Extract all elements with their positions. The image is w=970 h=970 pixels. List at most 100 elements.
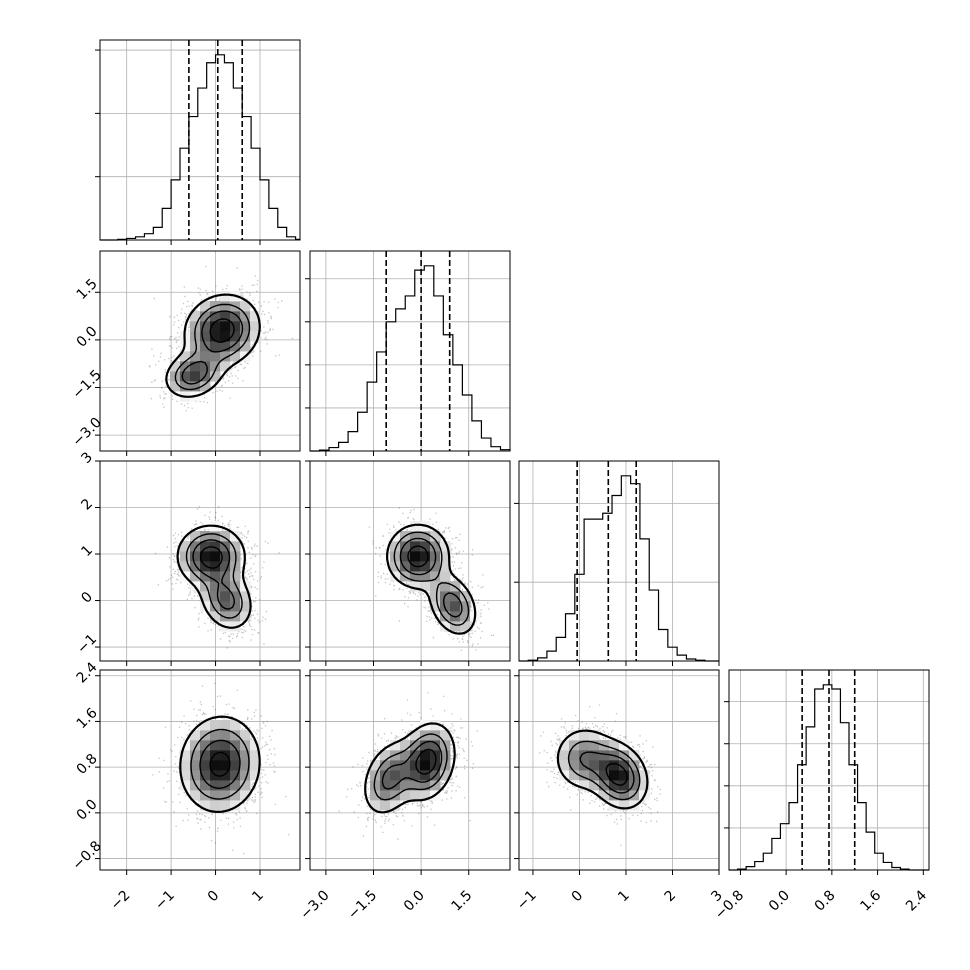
y-tick-label: −1 bbox=[74, 631, 100, 657]
density-cell bbox=[220, 750, 231, 761]
histogram-panel-3 bbox=[514, 461, 720, 666]
density-cell bbox=[200, 800, 211, 811]
density-cell bbox=[599, 770, 610, 781]
density-cell bbox=[430, 720, 441, 731]
density-cell bbox=[190, 730, 201, 741]
density-cell bbox=[180, 561, 191, 572]
density-cell bbox=[450, 601, 461, 612]
density-cell bbox=[579, 770, 590, 781]
density-cell bbox=[190, 341, 201, 352]
y-tick-label: 0.0 bbox=[74, 796, 101, 823]
density-cell bbox=[180, 381, 191, 392]
density-cell bbox=[390, 800, 401, 811]
density-cell bbox=[420, 740, 431, 751]
density-cell bbox=[230, 740, 241, 751]
density-cell bbox=[200, 581, 211, 592]
density-cell bbox=[230, 790, 241, 801]
density-cell bbox=[440, 551, 451, 562]
density-cell bbox=[230, 581, 241, 592]
density-cell bbox=[220, 790, 231, 801]
density-cell bbox=[210, 581, 221, 592]
density-cell bbox=[220, 760, 231, 771]
density-cell bbox=[250, 770, 261, 781]
density-cell bbox=[440, 621, 451, 632]
density-cell bbox=[230, 770, 241, 781]
density-cell bbox=[240, 780, 251, 791]
density-cell bbox=[200, 541, 211, 552]
density-cell bbox=[210, 371, 221, 382]
density-cell bbox=[200, 381, 211, 392]
density-cell bbox=[420, 531, 431, 542]
density-cell bbox=[200, 780, 211, 791]
density-cell bbox=[230, 591, 241, 602]
density-cell bbox=[589, 780, 600, 791]
x-tick-label: −3.0 bbox=[297, 888, 332, 923]
density-cell bbox=[609, 740, 620, 751]
scatter-panel-5 bbox=[305, 670, 510, 875]
x-tick-label: 1 bbox=[249, 888, 267, 906]
density-cell bbox=[410, 581, 421, 592]
density-cell bbox=[240, 331, 251, 342]
contour-line bbox=[567, 740, 641, 801]
density-cell bbox=[400, 760, 411, 771]
density-cell bbox=[180, 551, 191, 562]
density-cell bbox=[240, 730, 251, 741]
density-cell bbox=[190, 571, 201, 582]
density-cell bbox=[220, 531, 231, 542]
density-cell bbox=[599, 780, 610, 791]
density-cell bbox=[190, 790, 201, 801]
density-cell bbox=[190, 551, 201, 562]
density-cell bbox=[230, 331, 241, 342]
y-tick-label: 0.0 bbox=[74, 324, 101, 351]
contour-line bbox=[199, 546, 223, 569]
density-cell bbox=[190, 561, 201, 572]
density-cell bbox=[589, 730, 600, 741]
density-cell bbox=[220, 770, 231, 781]
x-tick-label: 2.4 bbox=[903, 887, 930, 914]
scatter-panel-2: −1 0 1 2 3 bbox=[74, 449, 300, 666]
density-cell bbox=[400, 770, 411, 781]
density-cell bbox=[220, 780, 231, 791]
density-cell bbox=[440, 611, 451, 622]
density-cell bbox=[230, 760, 241, 771]
density-cell bbox=[240, 321, 251, 332]
density-cell bbox=[440, 601, 451, 612]
density-cell bbox=[220, 321, 231, 332]
density-cell bbox=[629, 760, 640, 771]
density-cell bbox=[410, 760, 421, 771]
density-cell bbox=[210, 531, 221, 542]
density-cell bbox=[599, 790, 610, 801]
density-cell bbox=[380, 800, 391, 811]
density-cell bbox=[240, 601, 251, 612]
density-cell bbox=[210, 541, 221, 552]
density-cell bbox=[220, 551, 231, 562]
contour-line bbox=[209, 751, 231, 777]
density-cell bbox=[559, 750, 570, 761]
density-cell bbox=[220, 730, 231, 741]
density-cell bbox=[200, 311, 211, 322]
contour-line bbox=[209, 318, 235, 343]
density-cell bbox=[240, 750, 251, 761]
density-cell bbox=[410, 770, 421, 781]
density-cell bbox=[440, 770, 451, 781]
x-tick-label: −1 bbox=[152, 888, 178, 914]
x-tick-label: 0 bbox=[569, 888, 587, 906]
density-cell bbox=[200, 740, 211, 751]
density-cell bbox=[180, 770, 191, 781]
density-cell bbox=[230, 541, 241, 552]
density-cell bbox=[569, 760, 580, 771]
density-cell bbox=[609, 770, 620, 781]
density-cell bbox=[430, 581, 441, 592]
histogram-frame-4 bbox=[728, 669, 930, 871]
density-cell bbox=[210, 790, 221, 801]
x-tick-label: −2 bbox=[108, 888, 134, 914]
density-cell bbox=[210, 551, 221, 562]
density-cell bbox=[220, 561, 231, 572]
histogram-frame-2 bbox=[309, 250, 511, 452]
density-cell bbox=[410, 730, 421, 741]
x-tick-label: 0.0 bbox=[401, 888, 428, 915]
density-cell bbox=[430, 740, 441, 751]
panel-plot-area bbox=[310, 461, 510, 661]
density-cell bbox=[559, 740, 570, 751]
